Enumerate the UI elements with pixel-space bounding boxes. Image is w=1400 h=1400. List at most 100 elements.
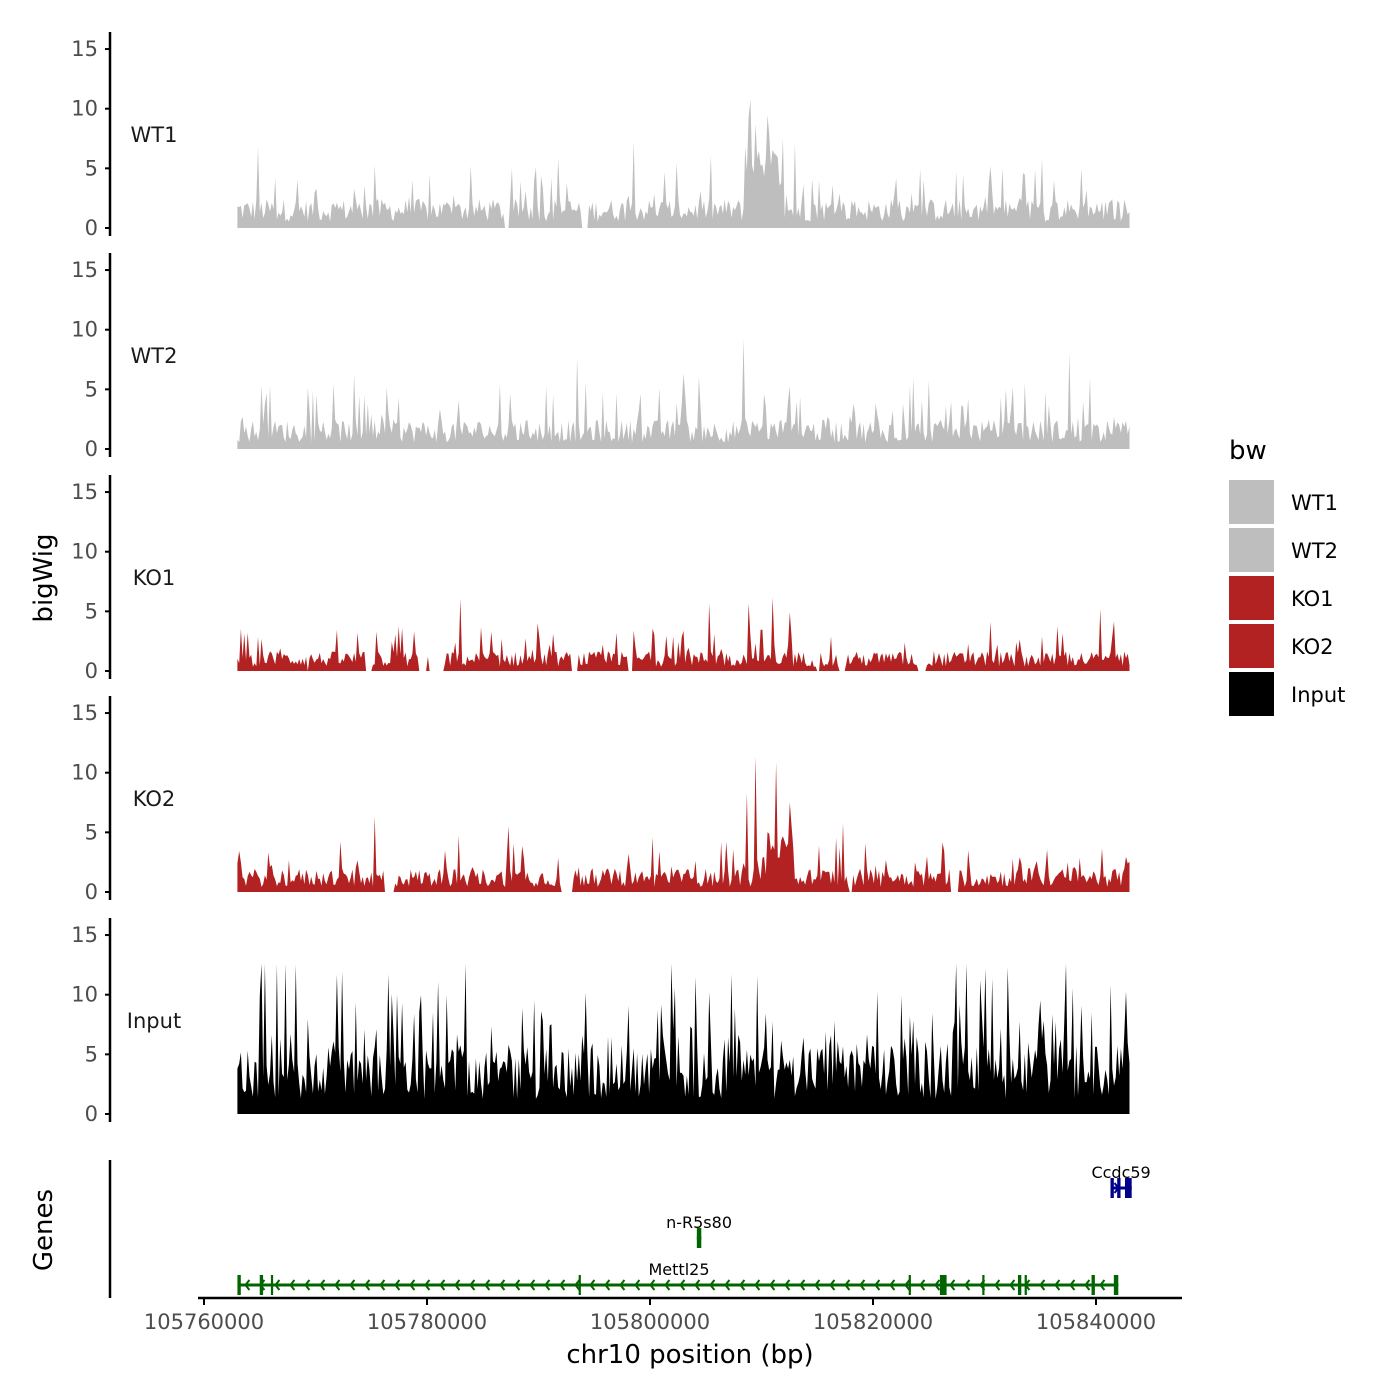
exon	[1017, 1275, 1022, 1295]
y-tick-label: 15	[71, 923, 98, 947]
legend-label-input: Input	[1291, 683, 1345, 707]
y-tick-label: 5	[85, 820, 98, 844]
y-tick-label: 0	[85, 216, 98, 240]
gene-label: Ccdc59	[1091, 1163, 1150, 1182]
genes-axis-title: Genes	[29, 1189, 59, 1271]
strand-chevron	[484, 1279, 491, 1291]
exon	[259, 1275, 264, 1295]
x-axis-title: chr10 position (bp)	[566, 1340, 813, 1370]
strand-chevron	[1039, 1279, 1046, 1291]
strand-chevron	[439, 1279, 446, 1291]
strand-chevron	[814, 1279, 821, 1291]
y-axis-title: bigWig	[29, 533, 59, 622]
y-tick-label: 15	[71, 258, 98, 282]
strand-chevron	[844, 1279, 851, 1291]
y-tick-label: 0	[85, 880, 98, 904]
strand-chevron	[664, 1279, 671, 1291]
track-label-input: Input	[127, 1009, 181, 1033]
gene-track: Ccdc59 n-R5s80 Mettl25	[108, 1160, 1151, 1298]
legend-key-ko1	[1229, 576, 1274, 620]
gene-label: Mettl25	[649, 1260, 710, 1279]
strand-chevron	[919, 1279, 926, 1291]
x-tick-label: 105760000	[144, 1310, 264, 1334]
strand-chevron	[889, 1279, 896, 1291]
strand-chevron	[994, 1279, 1001, 1291]
signal-area-wt2	[237, 338, 1130, 449]
y-tick-label: 5	[85, 1042, 98, 1066]
legend-key-input	[1229, 672, 1274, 716]
exon	[696, 1228, 702, 1248]
track-input: 0 5 10 15 Input	[71, 918, 1130, 1126]
legend: bw WT1 WT2 KO1 KO2 Input	[1229, 436, 1345, 716]
strand-chevron	[499, 1279, 506, 1291]
strand-chevron	[1084, 1279, 1091, 1291]
strand-chevron	[559, 1279, 566, 1291]
strand-chevron	[274, 1279, 281, 1291]
strand-chevron	[589, 1279, 596, 1291]
legend-key-wt1	[1229, 480, 1274, 524]
strand-chevron	[409, 1279, 416, 1291]
strand-chevron	[1054, 1279, 1061, 1291]
strand-chevron	[799, 1279, 806, 1291]
strand-chevron	[724, 1279, 731, 1291]
strand-chevron	[379, 1279, 386, 1291]
strand-chevron	[364, 1279, 371, 1291]
x-tick-label: 105820000	[813, 1310, 933, 1334]
gene-n-r5s80: n-R5s80	[666, 1213, 732, 1248]
exon	[1117, 1178, 1121, 1198]
y-tick-label: 0	[85, 659, 98, 683]
x-tick-label: 105780000	[367, 1310, 487, 1334]
exon	[908, 1275, 911, 1295]
strand-chevron	[454, 1279, 461, 1291]
y-tick-label: 10	[71, 318, 98, 342]
strand-chevron	[424, 1279, 431, 1291]
signal-area-wt1	[237, 99, 1130, 228]
exon	[237, 1275, 241, 1295]
strand-chevron	[514, 1279, 521, 1291]
strand-chevron	[1069, 1279, 1076, 1291]
strand-chevron	[874, 1279, 881, 1291]
strand-chevron	[469, 1279, 476, 1291]
track-label-wt1: WT1	[131, 123, 178, 147]
y-tick-label: 10	[71, 761, 98, 785]
exon	[1024, 1275, 1027, 1295]
track-wt2: 0 5 10 15 WT2	[71, 253, 1130, 461]
gene-label: n-R5s80	[666, 1213, 732, 1232]
exon	[982, 1275, 985, 1295]
legend-label-wt2: WT2	[1291, 539, 1338, 563]
exon	[1110, 1178, 1114, 1198]
strand-chevron	[574, 1279, 581, 1291]
gene-mettl25: Mettl25	[237, 1260, 1119, 1295]
legend-label-wt1: WT1	[1291, 491, 1338, 515]
legend-label-ko2: KO2	[1291, 635, 1334, 659]
track-label-ko1: KO1	[133, 566, 176, 590]
strand-chevron	[634, 1279, 641, 1291]
y-tick-label: 10	[71, 97, 98, 121]
strand-chevron	[319, 1279, 326, 1291]
y-tick-label: 15	[71, 480, 98, 504]
y-tick-label: 0	[85, 437, 98, 461]
signal-area-ko2	[237, 756, 1130, 892]
track-label-ko2: KO2	[133, 787, 176, 811]
strand-chevron	[349, 1279, 356, 1291]
y-tick-label: 10	[71, 983, 98, 1007]
exon	[1124, 1178, 1132, 1198]
signal-tracks: 0 5 10 15 WT1 0 5 10 15 WT2 0 5 10 15 KO1 0 5 10 15 KO2 0 5 10…	[71, 32, 1130, 1126]
strand-chevron	[694, 1279, 701, 1291]
legend-title: bw	[1229, 436, 1267, 466]
strand-chevron	[904, 1279, 911, 1291]
strand-chevron	[709, 1279, 716, 1291]
track-ko2: 0 5 10 15 KO2	[71, 696, 1130, 904]
signal-area-ko1	[237, 597, 1130, 671]
y-tick-label: 15	[71, 701, 98, 725]
exon	[270, 1275, 274, 1295]
strand-chevron	[334, 1279, 341, 1291]
strand-chevron	[304, 1279, 311, 1291]
x-tick-label: 105840000	[1036, 1310, 1156, 1334]
strand-chevron	[244, 1279, 251, 1291]
strand-chevron	[604, 1279, 611, 1291]
x-tick-label: 105800000	[590, 1310, 710, 1334]
y-tick-label: 0	[85, 1102, 98, 1126]
y-tick-label: 10	[71, 540, 98, 564]
